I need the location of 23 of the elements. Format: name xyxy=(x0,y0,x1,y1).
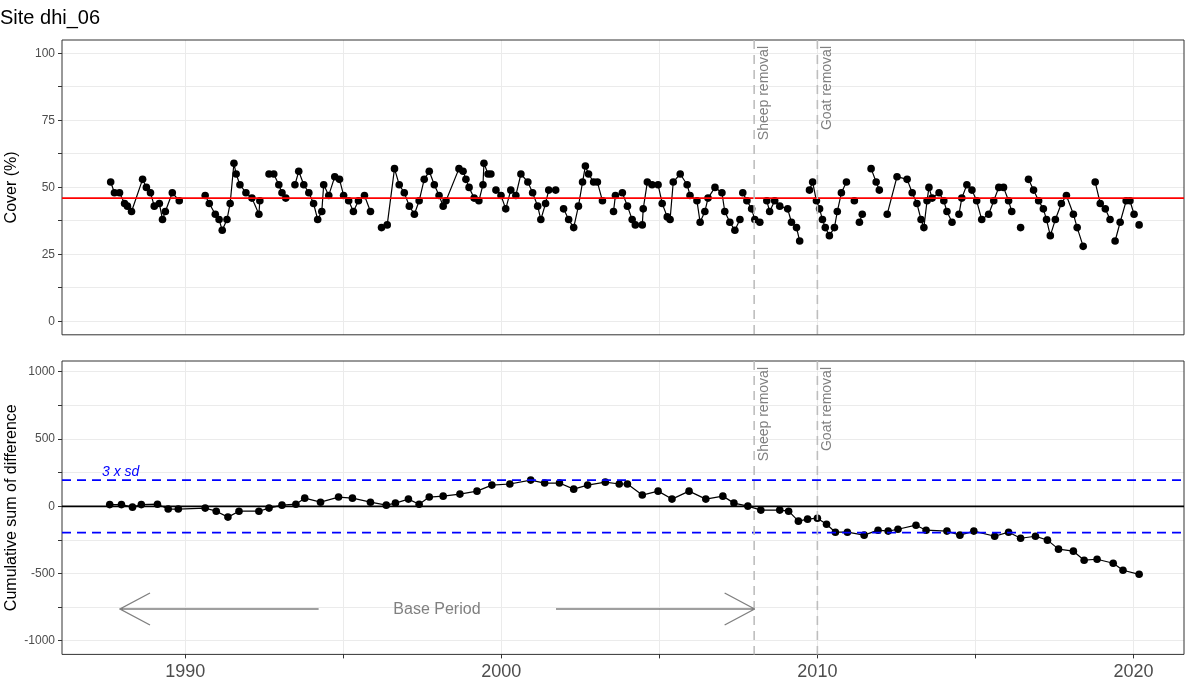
y-tick-label: -1000 xyxy=(24,633,56,648)
chart-title: Site dhi_06 xyxy=(0,5,101,29)
y-tick-label: 0 xyxy=(48,498,56,513)
y-tick-label: 50 xyxy=(41,179,56,194)
ref-line-label: Sheep removal xyxy=(755,367,772,462)
y-tick-label: 75 xyxy=(41,112,56,127)
ref-line-label: Sheep removal xyxy=(755,46,772,141)
ref-line-label: Goat removal xyxy=(818,46,835,131)
y-axis-title: Cover (%) xyxy=(2,151,20,224)
y-tick-label: -500 xyxy=(30,565,56,580)
y-tick-label: 1000 xyxy=(28,364,56,379)
x-tick-label: 2020 xyxy=(1113,661,1154,682)
ref-line-label: Goat removal xyxy=(818,367,835,452)
x-tick-label: 2000 xyxy=(481,661,522,682)
y-tick-label: 500 xyxy=(34,431,56,446)
ref-line-label: 3 x sd xyxy=(102,463,141,479)
annotation: Base Period xyxy=(393,599,481,617)
x-tick-label: 2010 xyxy=(797,661,838,682)
y-tick-label: 100 xyxy=(34,45,56,60)
y-tick-label: 25 xyxy=(41,246,56,261)
x-tick-label: 1990 xyxy=(165,661,206,682)
y-tick-label: 0 xyxy=(48,313,56,328)
y-axis-title: Cumulative sum of difference xyxy=(2,404,20,612)
